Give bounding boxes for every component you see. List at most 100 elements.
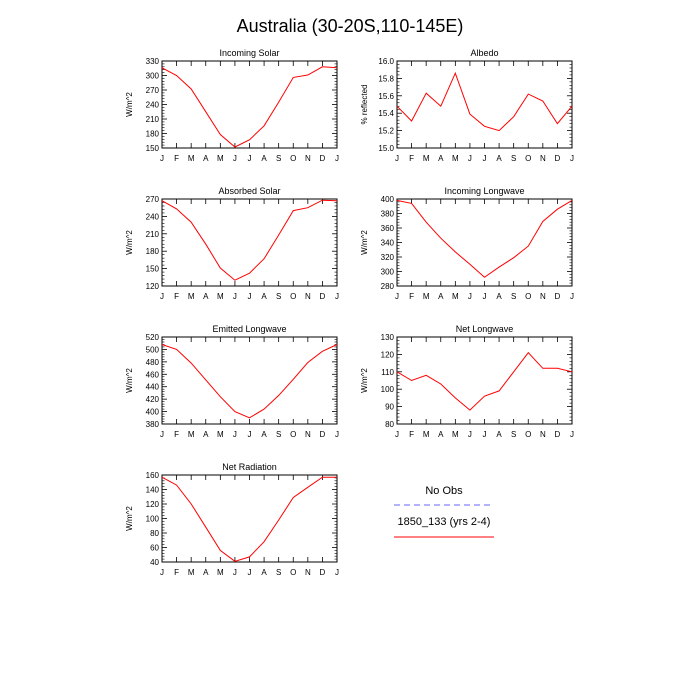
y-tick-label: 210 — [146, 230, 160, 239]
plot-frame — [161, 60, 338, 149]
y-tick-label: 480 — [146, 358, 160, 367]
y-axis-label: W/m^2 — [125, 506, 134, 531]
x-tick-label: M — [217, 154, 224, 163]
x-tick-label: F — [174, 568, 179, 577]
x-tick-label: S — [511, 154, 516, 163]
plot-frame — [161, 336, 338, 425]
x-tick-label: J — [468, 154, 472, 163]
x-tick-label: J — [233, 568, 237, 577]
y-tick-label: 130 — [381, 333, 395, 342]
y-tick-label: 440 — [146, 383, 160, 392]
x-tick-label: J — [468, 430, 472, 439]
y-axis-label: W/m^2 — [360, 368, 369, 393]
x-tick-label: O — [290, 430, 296, 439]
x-tick-label: O — [525, 292, 531, 301]
panel-title: Absorbed Solar — [218, 186, 280, 196]
y-tick-label: 16.0 — [378, 57, 394, 66]
x-tick-label: J — [395, 154, 399, 163]
x-tick-label: A — [496, 430, 502, 439]
y-tick-label: 40 — [150, 558, 159, 567]
y-axis-label: W/m^2 — [125, 230, 134, 255]
y-tick-label: 400 — [146, 408, 160, 417]
series-line — [161, 344, 338, 419]
y-tick-label: 90 — [385, 403, 394, 412]
x-tick-label: J — [248, 154, 252, 163]
plot-frame — [396, 336, 573, 425]
x-tick-label: A — [438, 154, 444, 163]
x-tick-label: J — [468, 292, 472, 301]
x-tick-label: M — [423, 430, 430, 439]
x-tick-label: N — [305, 154, 311, 163]
plot-frame — [396, 60, 573, 149]
x-tick-label: S — [276, 568, 281, 577]
x-tick-label: J — [570, 154, 574, 163]
x-tick-label: S — [511, 430, 516, 439]
panel-title: Incoming Longwave — [444, 186, 524, 196]
x-tick-label: M — [452, 154, 459, 163]
x-tick-label: D — [320, 154, 326, 163]
x-tick-label: J — [335, 154, 339, 163]
series-line — [396, 199, 573, 278]
y-tick-label: 150 — [146, 265, 160, 274]
y-tick-label: 80 — [150, 529, 159, 538]
x-tick-label: D — [320, 430, 326, 439]
x-tick-label: J — [160, 154, 164, 163]
x-tick-label: F — [409, 154, 414, 163]
y-tick-label: 270 — [146, 86, 160, 95]
y-tick-label: 380 — [146, 420, 160, 429]
y-tick-label: 460 — [146, 370, 160, 379]
x-tick-label: M — [188, 568, 195, 577]
x-tick-label: J — [248, 568, 252, 577]
x-tick-label: O — [290, 292, 296, 301]
figure-title: Australia (30-20S,110-145E) — [237, 16, 464, 36]
x-tick-label: N — [305, 568, 311, 577]
y-tick-label: 500 — [146, 345, 160, 354]
y-tick-label: 280 — [381, 282, 395, 291]
series-line — [396, 71, 573, 132]
plot-frame — [161, 474, 338, 563]
x-tick-label: J — [160, 430, 164, 439]
x-tick-label: N — [540, 292, 546, 301]
x-tick-label: F — [174, 430, 179, 439]
y-tick-label: 140 — [146, 486, 160, 495]
series-line — [396, 351, 573, 411]
y-tick-label: 180 — [146, 247, 160, 256]
x-tick-label: J — [570, 292, 574, 301]
x-tick-label: M — [452, 292, 459, 301]
x-tick-label: J — [160, 292, 164, 301]
x-tick-label: A — [261, 430, 267, 439]
x-tick-label: A — [496, 292, 502, 301]
plot-frame — [396, 198, 573, 287]
x-tick-label: A — [203, 154, 209, 163]
x-tick-label: J — [395, 430, 399, 439]
x-tick-label: M — [423, 154, 430, 163]
x-tick-label: O — [525, 154, 531, 163]
legend-obs-label: No Obs — [425, 485, 463, 497]
x-tick-label: F — [409, 292, 414, 301]
x-tick-label: J — [483, 430, 487, 439]
y-tick-label: 100 — [381, 385, 395, 394]
y-tick-label: 240 — [146, 101, 160, 110]
x-tick-label: J — [233, 154, 237, 163]
x-tick-label: J — [248, 430, 252, 439]
y-tick-label: 210 — [146, 115, 160, 124]
x-tick-label: J — [248, 292, 252, 301]
x-tick-label: F — [409, 430, 414, 439]
x-tick-label: A — [203, 430, 209, 439]
y-tick-label: 100 — [146, 515, 160, 524]
y-tick-label: 300 — [381, 268, 395, 277]
x-tick-label: A — [203, 568, 209, 577]
y-tick-label: 120 — [381, 350, 395, 359]
x-tick-label: J — [233, 292, 237, 301]
y-tick-label: 120 — [146, 282, 160, 291]
x-tick-label: M — [452, 430, 459, 439]
y-tick-label: 320 — [381, 253, 395, 262]
x-tick-label: O — [290, 568, 296, 577]
y-axis-label: % reflected — [360, 84, 369, 124]
x-tick-label: J — [335, 292, 339, 301]
y-tick-label: 80 — [385, 420, 394, 429]
x-tick-label: S — [511, 292, 516, 301]
